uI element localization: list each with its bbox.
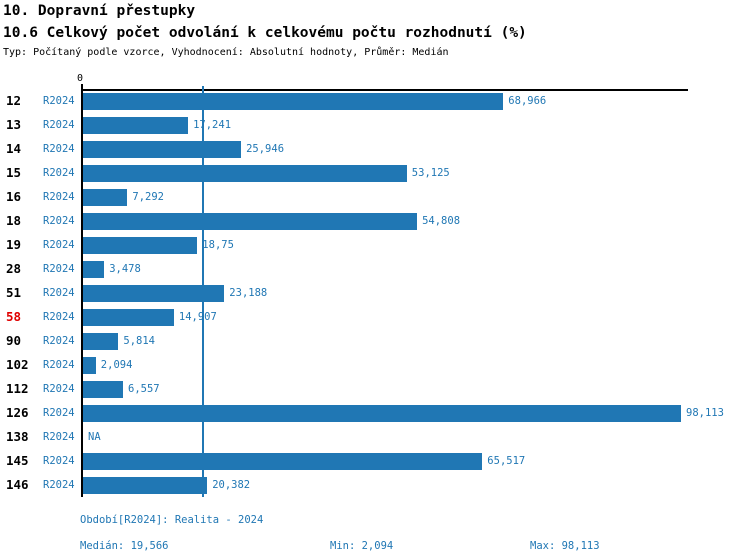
row-period-label: R2024 [43,215,75,227]
row-category-label: 18 [6,213,22,228]
bar-row: 12 R2024 68,966 [0,89,750,113]
bar-row: 13 R2024 17,241 [0,113,750,137]
bar [83,116,189,134]
bar-value-label: 25,946 [246,143,285,155]
row-period-label: R2024 [43,287,75,299]
row-category-label: 90 [6,333,22,348]
plot-rows: 12 R2024 68,966 13 R2024 17,241 14 R2024 25,946 1… [0,89,750,497]
row-period-label: R2024 [43,167,75,179]
page-title: 10. Dopravní přestupky [3,3,196,19]
row-period-label: R2024 [43,479,75,491]
bar [83,476,208,494]
bar-row: 15 R2024 53,125 [0,161,750,185]
footer-max-label: Max: 98,113 [530,540,600,552]
bar [83,140,242,158]
bar-value-label: 14,907 [178,311,217,323]
row-category-label: 19 [6,237,22,252]
row-category-label: 28 [6,261,22,276]
bar-value-label: 3,478 [109,263,141,275]
bar [83,260,105,278]
row-period-label: R2024 [43,455,75,467]
bar-row: 14 R2024 25,946 [0,137,750,161]
y-axis-line [81,84,83,497]
bar [83,356,96,374]
row-period-label: R2024 [43,311,75,323]
row-period-label: R2024 [43,263,75,275]
bar-row: 51 R2024 23,188 [0,281,750,305]
bar-value-label: 6,557 [128,383,160,395]
row-period-label: R2024 [43,191,75,203]
bar-value-label: 68,966 [508,95,547,107]
row-category-label: 13 [6,117,22,132]
bar-row: 58 R2024 14,907 [0,305,750,329]
row-period-label: R2024 [43,431,75,443]
row-category-label: 14 [6,141,22,156]
x-axis-line [81,89,688,91]
bar-value-label: 65,517 [487,455,526,467]
row-category-label: 145 [6,453,29,468]
bar-value-label: 54,808 [422,215,461,227]
bar-row: 112 R2024 6,557 [0,377,750,401]
row-category-label: 102 [6,357,29,372]
bar [83,92,504,110]
bar-value-label: 98,113 [686,407,724,419]
row-category-label: 15 [6,165,22,180]
x-axis-zero-tick-label: 0 [77,73,84,84]
row-category-label: 16 [6,189,22,204]
row-category-label: 51 [6,285,22,300]
bar-value-label: 5,814 [123,335,155,347]
row-period-label: R2024 [43,335,75,347]
bar-value-label: 23,188 [229,287,268,299]
bar-row: 28 R2024 3,478 [0,257,750,281]
bar [83,380,123,398]
bar-value-label: 17,241 [193,119,232,131]
bar [83,308,174,326]
chart-subtitle: Typ: Počítaný podle vzorce, Vyhodnocení:… [3,47,449,58]
bar-value-label: 7,292 [132,191,164,203]
row-category-label: 138 [6,429,29,444]
row-period-label: R2024 [43,239,75,251]
bar-row: 126 R2024 98,113 [0,401,750,425]
bar [83,404,681,422]
row-period-label: R2024 [43,95,75,107]
row-category-label: 58 [6,309,22,324]
bar [83,164,407,182]
footer-period-label: Období[R2024]: Realita - 2024 [80,514,264,526]
chart-title: 10.6 Celkový počet odvolání k celkovému … [3,25,527,41]
bar-row: 146 R2024 20,382 [0,473,750,497]
row-category-label: 146 [6,477,29,492]
row-period-label: R2024 [43,383,75,395]
bar [83,332,119,350]
bar-value-label: 20,382 [212,479,251,491]
bar-row: 16 R2024 7,292 [0,185,750,209]
bar-value-label: 2,094 [100,359,133,371]
bar-value-label: NA [88,431,101,443]
bar-row: 90 R2024 5,814 [0,329,750,353]
row-period-label: R2024 [43,119,75,131]
bar-row: 138 R2024 NA [0,425,750,449]
row-category-label: 126 [6,405,29,420]
footer-median-label: Medián: 19,566 [80,540,169,552]
bar-value-label: 53,125 [411,167,450,179]
bar-row: 18 R2024 54,808 [0,209,750,233]
row-category-label: 12 [6,93,22,108]
row-period-label: R2024 [43,407,75,419]
row-category-label: 112 [6,381,29,396]
bar [83,284,225,302]
bar [83,452,483,470]
bar-row: 19 R2024 18,75 [0,233,750,257]
bar [83,236,198,254]
bar [83,212,418,230]
row-period-label: R2024 [43,143,75,155]
bar-value-label: 18,75 [202,239,234,251]
bar-row: 102 R2024 2,094 [0,353,750,377]
bar [83,188,128,206]
bar-row: 145 R2024 65,517 [0,449,750,473]
footer-min-label: Min: 2,094 [330,540,394,552]
row-period-label: R2024 [43,359,75,371]
